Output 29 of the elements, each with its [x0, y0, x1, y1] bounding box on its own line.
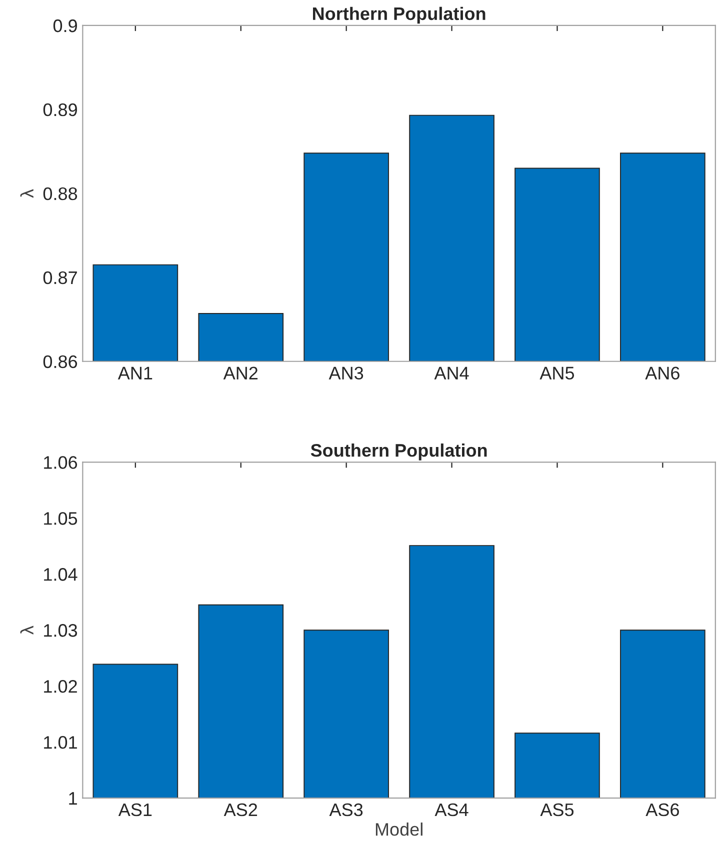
y-tick-label: 1.03: [44, 624, 78, 637]
y-tick-label: 0.89: [43, 103, 77, 116]
x-tick-label: AN4: [434, 366, 469, 380]
x-tick-label: AS2: [224, 803, 258, 816]
y-tick-label: 0.86: [43, 355, 78, 368]
x-axis-title: Model: [376, 822, 422, 836]
x-tick-label: AS3: [329, 803, 363, 816]
x-tick-label: AN6: [645, 366, 680, 380]
x-tick-label: AN5: [540, 366, 574, 380]
y-tick-label: 1: [69, 792, 77, 805]
chart-title: Northern Population: [312, 6, 486, 24]
y-tick-label: 0.88: [43, 187, 78, 200]
x-tick-label: AN3: [328, 366, 364, 380]
y-tick-label: 0.9: [53, 19, 77, 32]
x-tick-label: AN1: [118, 366, 152, 380]
x-tick-label: AS6: [646, 803, 679, 816]
x-tick-label: AN2: [223, 366, 258, 380]
y-tick-label: 1.05: [44, 512, 78, 525]
x-tick-label: AS5: [540, 803, 574, 816]
x-tick-label: AS4: [434, 803, 468, 816]
y-axis-title: λ: [20, 189, 34, 198]
y-tick-label: 0.87: [43, 271, 77, 284]
y-axis-title: λ: [20, 626, 34, 634]
y-tick-label: 1.02: [44, 680, 77, 693]
y-tick-label: 1.04: [44, 568, 78, 581]
y-tick-label: 1.01: [44, 736, 77, 749]
y-tick-label: 1.06: [44, 456, 78, 469]
chart-title: Southern Population: [310, 444, 487, 460]
x-tick-label: AS1: [118, 803, 152, 816]
